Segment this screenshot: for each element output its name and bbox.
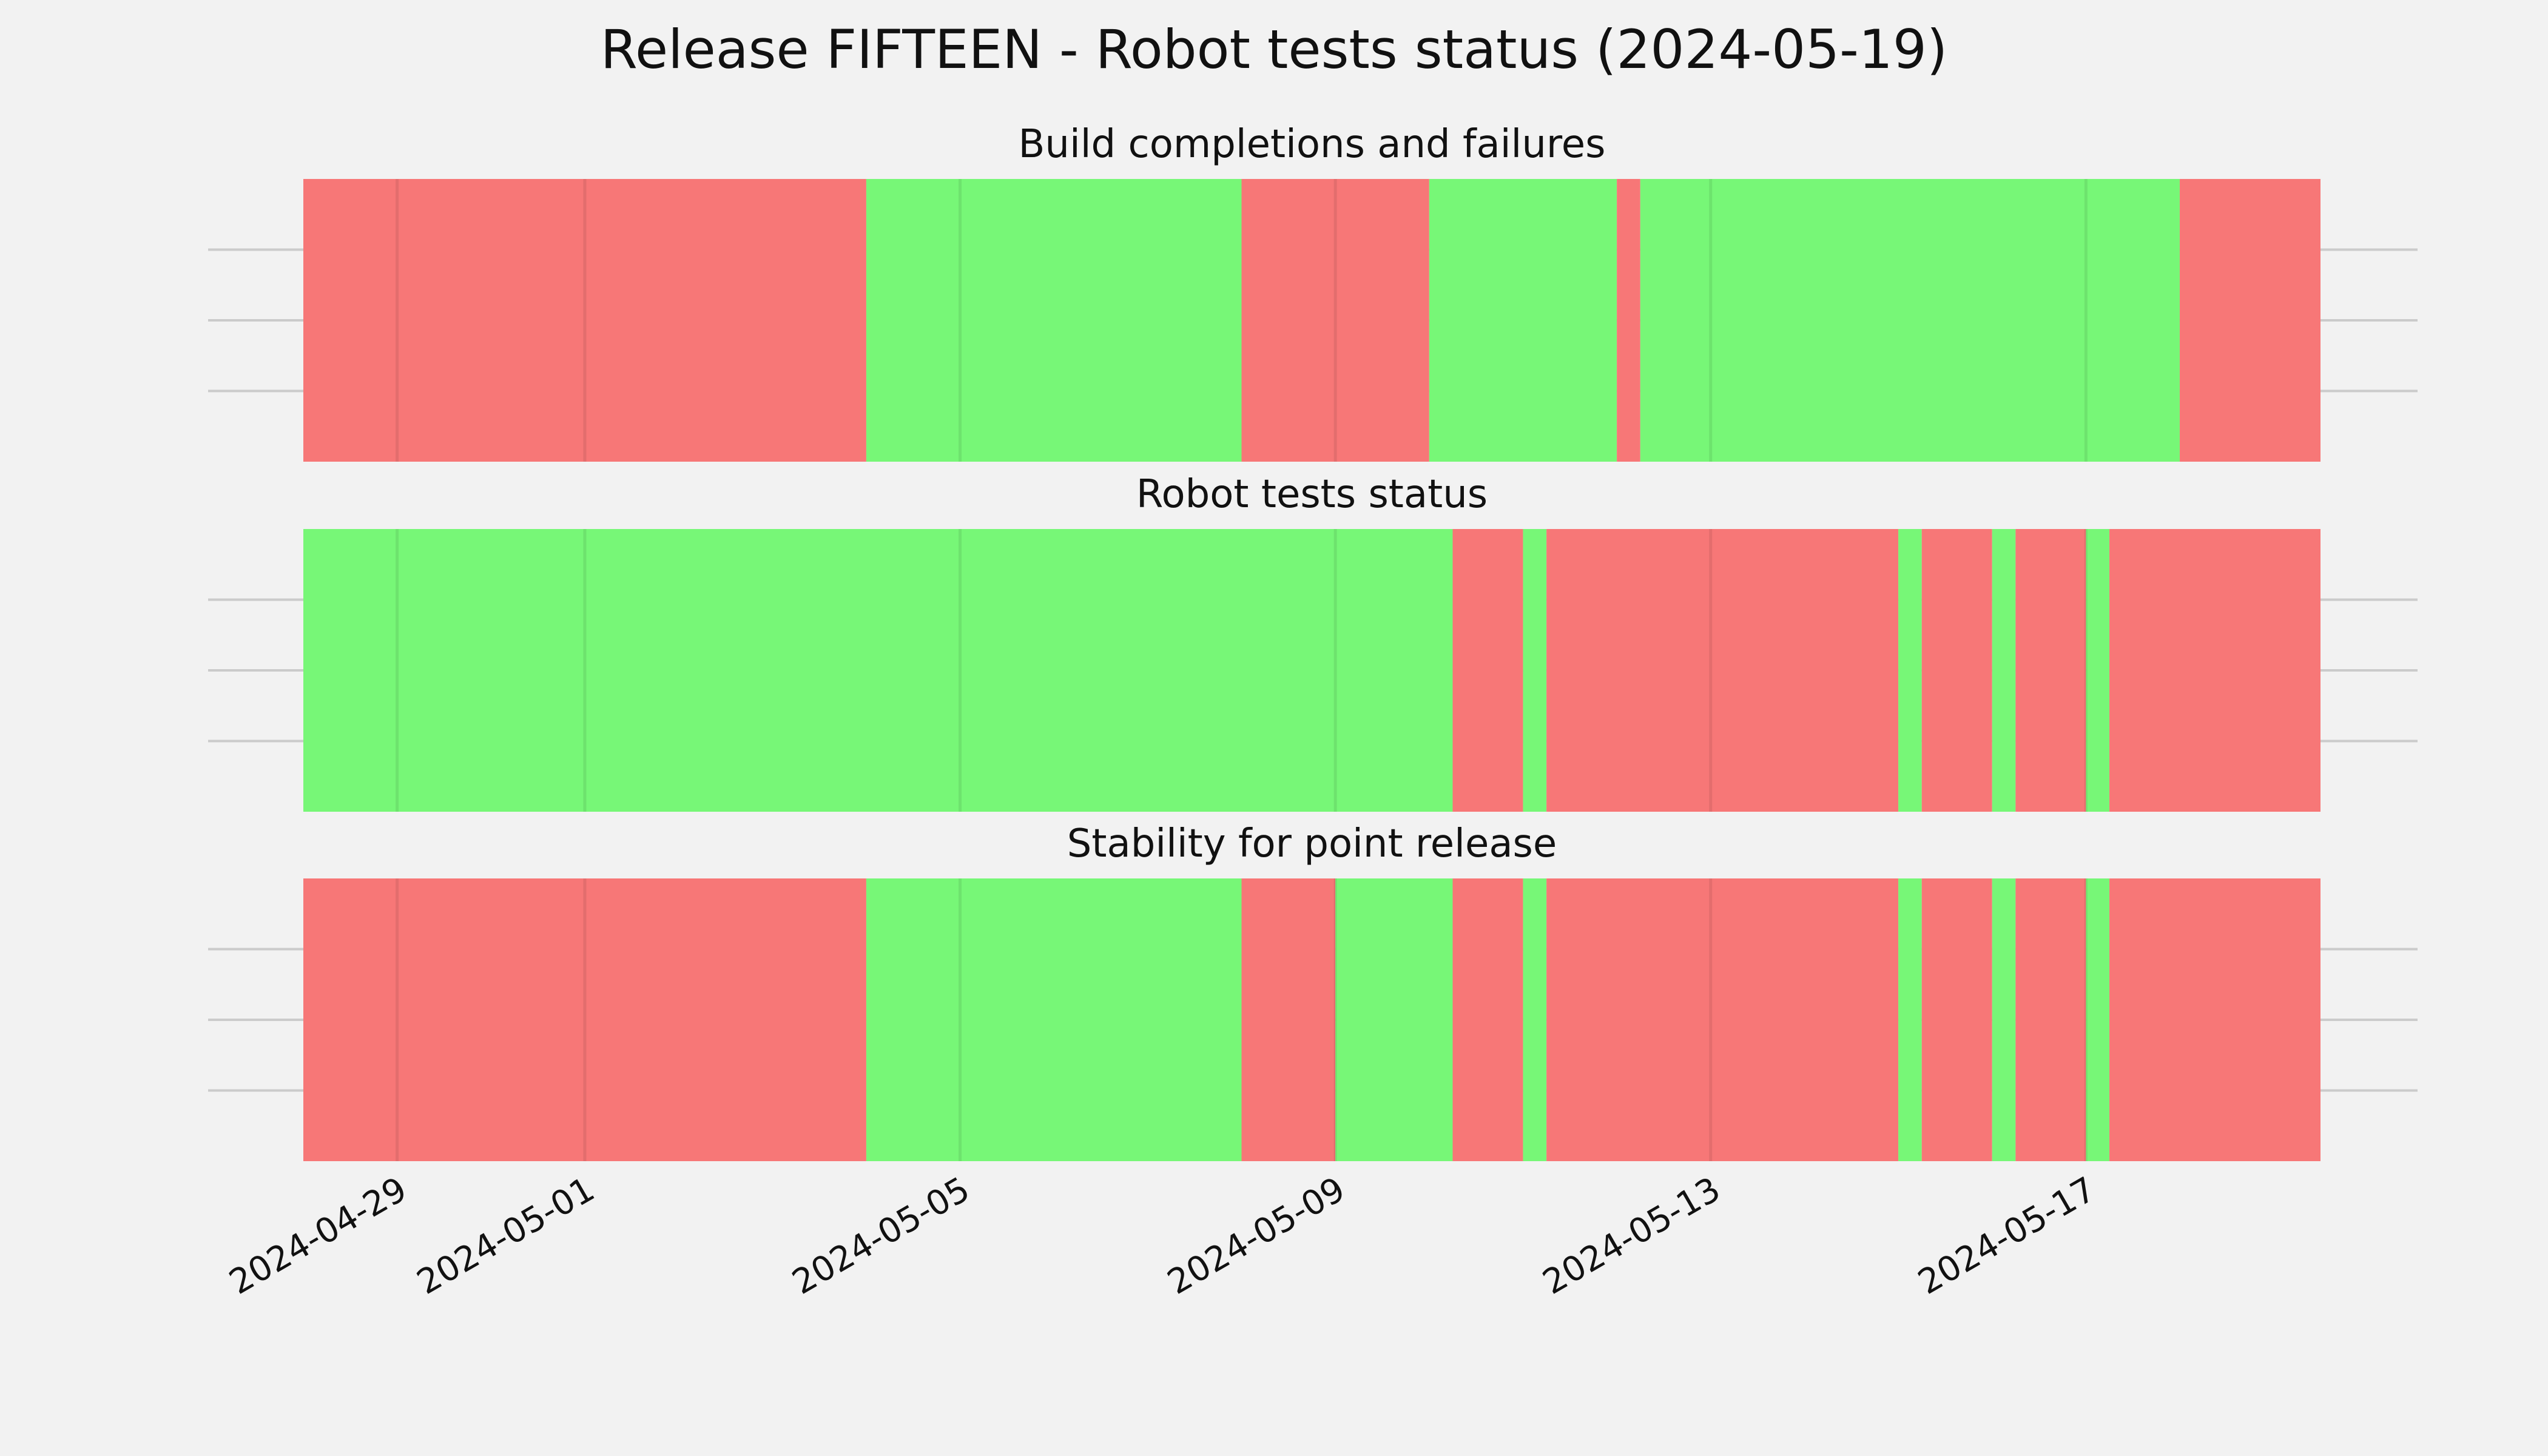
- panels: Build completions and failures Robot test…: [208, 122, 2418, 1161]
- status-segment-pass: [1640, 179, 2180, 462]
- status-segment-pass: [1429, 179, 1617, 462]
- panel-title: Stability for point release: [1067, 821, 1557, 866]
- status-segment-pass: [1523, 878, 1547, 1161]
- status-segment-pass: [866, 878, 1242, 1161]
- status-segment-fail: [2109, 878, 2320, 1161]
- status-segment-fail: [2015, 878, 2086, 1161]
- status-segment-pass: [1523, 529, 1547, 812]
- status-segment-fail: [1241, 878, 1336, 1161]
- status-segment-fail: [2015, 529, 2086, 812]
- chart-title: Release FIFTEEN - Robot tests status (20…: [601, 18, 1947, 81]
- status-segment-fail: [1617, 179, 1640, 462]
- status-segment-fail: [1241, 179, 1429, 462]
- x-tick-label: 2024-05-05: [786, 1170, 976, 1303]
- x-tick-label: 2024-05-09: [1161, 1170, 1352, 1303]
- status-segment-pass: [1898, 878, 1922, 1161]
- x-tick-label: 2024-05-01: [411, 1170, 601, 1303]
- panel-title: Robot tests status: [1136, 472, 1488, 517]
- status-segment-fail: [2109, 529, 2320, 812]
- status-segment-fail: [1452, 878, 1523, 1161]
- status-segment-fail: [1546, 529, 1899, 812]
- status-segment-fail: [1921, 878, 1992, 1161]
- panel-title: Build completions and failures: [1019, 122, 1606, 167]
- status-segment-pass: [1335, 878, 1453, 1161]
- status-segment-fail: [1921, 529, 1992, 812]
- status-segment-pass: [303, 529, 1453, 812]
- status-segment-fail: [303, 179, 866, 462]
- panel-3: Stability for point release: [208, 821, 2418, 1161]
- panel-1: Build completions and failures: [208, 122, 2418, 462]
- status-segment-pass: [1992, 878, 2016, 1161]
- status-segment-pass: [2086, 529, 2110, 812]
- status-segment-fail: [2180, 179, 2320, 462]
- status-segment-pass: [2086, 878, 2110, 1161]
- status-segment-fail: [1452, 529, 1523, 812]
- status-segment-pass: [1898, 529, 1922, 812]
- status-segment-fail: [303, 878, 866, 1161]
- status-segment-fail: [1546, 878, 1899, 1161]
- status-segment-pass: [1992, 529, 2016, 812]
- status-segment-pass: [866, 179, 1242, 462]
- x-tick-label: 2024-04-29: [223, 1170, 413, 1303]
- panel-2: Robot tests status: [208, 472, 2418, 812]
- x-tick-label: 2024-05-13: [1536, 1170, 1727, 1303]
- x-tick-label: 2024-05-17: [1912, 1170, 2102, 1303]
